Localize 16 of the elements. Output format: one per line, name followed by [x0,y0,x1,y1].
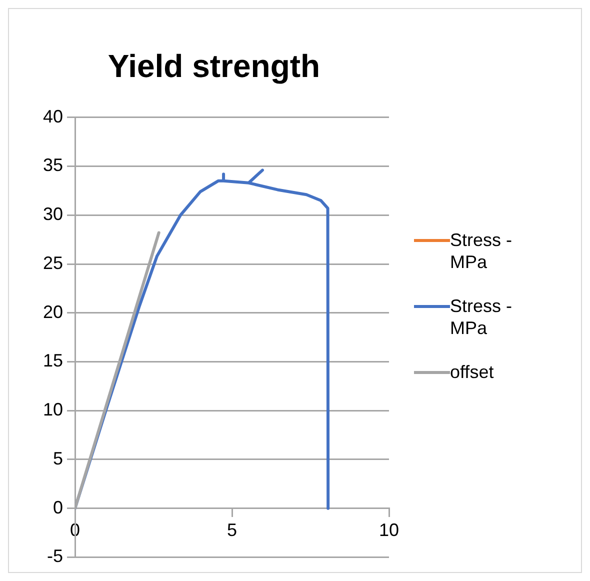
y-tick-label: 10 [42,400,64,420]
y-tick-label: 5 [53,448,64,468]
y-tick-label: -5 [47,546,64,566]
y-tick-label: 30 [42,204,64,224]
y-tick-label: 15 [42,350,64,371]
chart-title: Yield strength [108,48,320,84]
y-tick-label: 35 [42,155,64,176]
y-tick-label: 0 [53,497,64,518]
y-tick-label: 40 [42,106,64,126]
y-tick-label: 25 [42,252,64,273]
y-tick-label: 20 [42,302,64,322]
x-tick-label: 10 [378,520,400,540]
x-tick-label: 5 [227,520,238,540]
legend-label: offset [450,361,495,383]
legend-label: Stress - MPa [450,229,514,273]
legend-label: Stress - MPa [450,295,514,339]
